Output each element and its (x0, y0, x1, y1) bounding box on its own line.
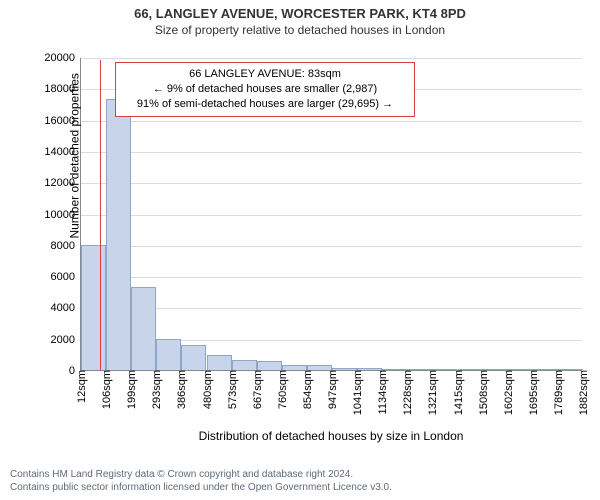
y-tick-label: 4000 (51, 302, 81, 314)
annotation-line-3: 91% of semi-detached houses are larger (… (126, 97, 404, 112)
histogram-bar (156, 339, 181, 370)
histogram-bar (181, 345, 206, 370)
x-tick-label: 1321sqm (425, 370, 439, 415)
chart-subtitle: Size of property relative to detached ho… (0, 21, 600, 37)
histogram-bar (106, 99, 131, 370)
x-tick-label: 12sqm (74, 370, 88, 403)
y-tick-label: 8000 (51, 240, 81, 252)
x-tick-label: 293sqm (149, 370, 163, 409)
x-tick-label: 1882sqm (576, 370, 590, 415)
x-tick-label: 1134sqm (375, 370, 389, 414)
chart-container: 66, LANGLEY AVENUE, WORCESTER PARK, KT4 … (0, 0, 600, 500)
histogram-bar (207, 355, 232, 370)
x-tick-label: 667sqm (250, 370, 264, 409)
histogram-bar (257, 361, 282, 370)
x-tick-label: 854sqm (300, 370, 314, 409)
x-tick-label: 199sqm (124, 370, 138, 409)
property-marker-line (100, 60, 101, 370)
x-tick-label: 760sqm (275, 370, 289, 409)
x-tick-label: 480sqm (200, 370, 214, 409)
gridline (81, 215, 582, 216)
x-tick-label: 1602sqm (501, 370, 515, 415)
annotation-box: 66 LANGLEY AVENUE: 83sqm ← 9% of detache… (115, 62, 415, 117)
histogram-bar (131, 287, 156, 370)
chart-title: 66, LANGLEY AVENUE, WORCESTER PARK, KT4 … (0, 0, 600, 21)
footer-line-2: Contains public sector information licen… (10, 482, 392, 495)
annotation-line-1: 66 LANGLEY AVENUE: 83sqm (126, 67, 404, 82)
gridline (81, 183, 582, 184)
footer-attribution: Contains HM Land Registry data © Crown c… (10, 469, 392, 494)
gridline (81, 58, 582, 59)
x-axis-label: Distribution of detached houses by size … (80, 429, 582, 443)
x-tick-label: 1508sqm (476, 370, 490, 415)
x-tick-label: 1695sqm (526, 370, 540, 415)
x-tick-label: 573sqm (225, 370, 239, 409)
footer-line-1: Contains HM Land Registry data © Crown c… (10, 469, 392, 482)
annotation-line-2: ← 9% of detached houses are smaller (2,9… (126, 82, 404, 97)
gridline (81, 246, 582, 247)
y-tick-label: 20000 (44, 52, 81, 64)
x-tick-label: 1041sqm (350, 370, 364, 415)
y-axis-label: Number of detached properties (68, 73, 82, 238)
x-tick-label: 947sqm (325, 370, 339, 409)
histogram-bar (232, 360, 257, 370)
x-tick-label: 386sqm (174, 370, 188, 409)
y-tick-label: 6000 (51, 271, 81, 283)
x-tick-label: 106sqm (99, 370, 113, 409)
gridline (81, 121, 582, 122)
gridline (81, 152, 582, 153)
x-tick-label: 1789sqm (551, 370, 565, 415)
histogram-bar (81, 245, 106, 370)
x-tick-label: 1415sqm (451, 370, 465, 415)
gridline (81, 277, 582, 278)
x-tick-label: 1228sqm (400, 370, 414, 415)
y-tick-label: 2000 (51, 334, 81, 346)
